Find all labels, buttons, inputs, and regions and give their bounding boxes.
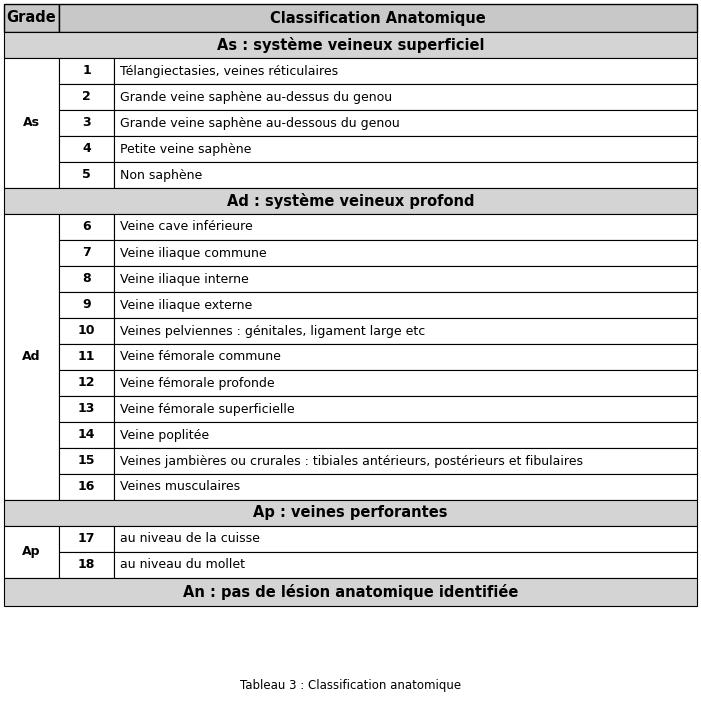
Bar [114, 344, 697, 370]
Text: Grande veine saphène au-dessus du genou: Grande veine saphène au-dessus du genou [120, 91, 392, 103]
Bar [114, 422, 697, 448]
Bar [59, 552, 114, 578]
Text: 9: 9 [82, 299, 91, 312]
Text: Veine fémorale commune: Veine fémorale commune [120, 350, 281, 363]
Text: 1: 1 [82, 64, 91, 77]
Bar [59, 474, 114, 500]
Bar [4, 4, 59, 32]
Bar [4, 526, 59, 578]
Bar [114, 240, 697, 266]
Bar [114, 136, 697, 162]
Bar [114, 370, 697, 396]
Bar [59, 136, 114, 162]
Bar [59, 58, 114, 84]
Bar [4, 214, 59, 500]
Text: Veine poplitée: Veine poplitée [120, 428, 209, 442]
Text: 2: 2 [82, 91, 91, 103]
Text: Ap : veines perforantes: Ap : veines perforantes [253, 506, 448, 520]
Text: Ap: Ap [22, 545, 41, 559]
Bar [114, 58, 697, 84]
Bar [59, 4, 697, 32]
Text: Veine cave inférieure: Veine cave inférieure [120, 220, 253, 234]
Bar [114, 526, 697, 552]
Bar [114, 84, 697, 110]
Text: Grande veine saphène au-dessous du genou: Grande veine saphène au-dessous du genou [120, 117, 400, 130]
Text: Grade: Grade [6, 11, 56, 25]
Bar [114, 292, 697, 318]
Text: Ad : système veineux profond: Ad : système veineux profond [226, 193, 475, 209]
Text: au niveau de la cuisse: au niveau de la cuisse [120, 532, 260, 545]
Text: Veines pelviennes : génitales, ligament large etc: Veines pelviennes : génitales, ligament … [120, 324, 426, 338]
Text: Ad: Ad [22, 350, 41, 363]
Text: 6: 6 [82, 220, 91, 234]
Text: 3: 3 [82, 117, 91, 130]
Text: As : système veineux superficiel: As : système veineux superficiel [217, 37, 484, 53]
Text: Veine fémorale superficielle: Veine fémorale superficielle [120, 403, 294, 416]
Bar [114, 318, 697, 344]
Bar [114, 396, 697, 422]
Bar [59, 292, 114, 318]
Text: An : pas de lésion anatomique identifiée: An : pas de lésion anatomique identifiée [183, 584, 518, 600]
Text: Tableau 3 : Classification anatomique: Tableau 3 : Classification anatomique [240, 680, 461, 692]
Text: As: As [23, 117, 40, 130]
Text: 18: 18 [78, 559, 95, 571]
Text: 16: 16 [78, 481, 95, 493]
Text: Veine iliaque commune: Veine iliaque commune [120, 246, 266, 260]
Bar [59, 266, 114, 292]
Text: Veines musculaires: Veines musculaires [120, 481, 240, 493]
Bar [59, 448, 114, 474]
Text: 15: 15 [78, 455, 95, 467]
Text: Non saphène: Non saphène [120, 169, 203, 181]
Text: 8: 8 [82, 273, 91, 285]
Text: Classification Anatomique: Classification Anatomique [270, 11, 486, 25]
Bar [114, 552, 697, 578]
Bar [59, 344, 114, 370]
Bar [114, 474, 697, 500]
Bar [4, 500, 697, 526]
Bar [59, 214, 114, 240]
Bar [114, 266, 697, 292]
Text: au niveau du mollet: au niveau du mollet [120, 559, 245, 571]
Text: 17: 17 [78, 532, 95, 545]
Bar [4, 578, 697, 606]
Bar [59, 240, 114, 266]
Text: 10: 10 [78, 324, 95, 338]
Text: 11: 11 [78, 350, 95, 363]
Text: Petite veine saphène: Petite veine saphène [120, 142, 252, 156]
Text: Veines jambières ou crurales : tibiales antérieurs, postérieurs et fibulaires: Veines jambières ou crurales : tibiales … [120, 455, 583, 467]
Text: 12: 12 [78, 377, 95, 389]
Text: 14: 14 [78, 428, 95, 442]
Bar [59, 370, 114, 396]
Text: 5: 5 [82, 169, 91, 181]
Bar [59, 396, 114, 422]
Bar [114, 110, 697, 136]
Bar [4, 188, 697, 214]
Text: 4: 4 [82, 142, 91, 156]
Bar [114, 448, 697, 474]
Bar [114, 214, 697, 240]
Bar [114, 162, 697, 188]
Bar [4, 58, 59, 188]
Text: Veine iliaque interne: Veine iliaque interne [120, 273, 249, 285]
Text: 13: 13 [78, 403, 95, 416]
Bar [59, 422, 114, 448]
Text: Veine iliaque externe: Veine iliaque externe [120, 299, 252, 312]
Bar [59, 162, 114, 188]
Bar [59, 526, 114, 552]
Bar [4, 32, 697, 58]
Bar [59, 110, 114, 136]
Text: 7: 7 [82, 246, 91, 260]
Text: Télangiectasies, veines réticulaires: Télangiectasies, veines réticulaires [120, 64, 338, 77]
Bar [59, 318, 114, 344]
Text: Veine fémorale profonde: Veine fémorale profonde [120, 377, 275, 389]
Bar [59, 84, 114, 110]
